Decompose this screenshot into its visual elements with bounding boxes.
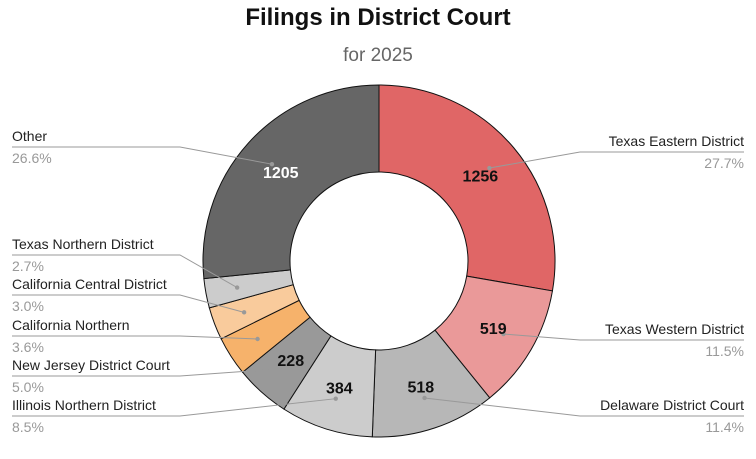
slice-other xyxy=(202,84,380,280)
leader-line-illinois-northern-district xyxy=(12,398,336,417)
legend-percent-illinois-northern-district: 8.5% xyxy=(12,419,44,435)
leader-line-california-northern xyxy=(12,335,258,340)
leader-line-new-jersey-district-court xyxy=(12,368,283,377)
slice-texas-eastern-district xyxy=(378,84,556,292)
value-label-illinois-northern-district: 384 xyxy=(326,380,353,397)
legend-percent-california-central-district: 3.0% xyxy=(12,298,44,314)
value-label-texas-eastern-district: 1256 xyxy=(463,169,499,186)
chart-title: Filings in District Court xyxy=(245,4,511,31)
chart-subtitle: for 2025 xyxy=(343,45,413,66)
value-label-texas-western-district: 519 xyxy=(480,321,507,338)
legend-label-new-jersey-district-court: New Jersey District Court xyxy=(12,357,170,373)
legend-label-texas-eastern-district: Texas Eastern District xyxy=(609,133,744,149)
value-label-new-jersey-district-court: 228 xyxy=(277,353,304,370)
legend-percent-california-northern: 3.6% xyxy=(12,339,44,355)
leader-dot-new-jersey-district-court xyxy=(280,366,286,371)
legend-label-texas-northern-district: Texas Northern District xyxy=(12,236,154,252)
leader-line-delaware-district-court xyxy=(424,397,744,417)
leader-dot-delaware-district-court xyxy=(422,395,427,401)
labels-layer: 1256 Texas Eastern District 27.7% 519 Texas … xyxy=(12,128,744,435)
legend-percent-other: 26.6% xyxy=(12,150,52,166)
leader-lines-layer xyxy=(12,146,744,417)
legend-label-illinois-northern-district: Illinois Northern District xyxy=(12,397,156,413)
leader-line-texas-western-district xyxy=(503,333,744,341)
legend-label-california-central-district: California Central District xyxy=(12,276,167,292)
leader-line-texas-northern-district xyxy=(12,254,238,288)
legend-label-california-northern: California Northern xyxy=(12,317,130,333)
leader-dot-texas-western-district xyxy=(501,331,506,337)
legend-percent-texas-western-district: 11.5% xyxy=(705,343,744,359)
leader-line-california-central-district xyxy=(12,294,245,313)
value-label-other: 1205 xyxy=(263,165,299,182)
leader-line-other xyxy=(12,146,273,165)
legend-percent-texas-northern-district: 2.7% xyxy=(12,258,44,274)
legend-label-other: Other xyxy=(12,128,47,144)
slices-layer xyxy=(202,84,556,438)
legend-label-delaware-district-court: Delaware District Court xyxy=(600,397,744,413)
legend-percent-texas-eastern-district: 27.7% xyxy=(704,155,744,171)
legend-percent-delaware-district-court: 11.4% xyxy=(705,419,744,435)
leader-line-texas-eastern-district xyxy=(489,151,744,169)
legend-percent-new-jersey-district-court: 5.0% xyxy=(12,379,44,395)
legend-label-texas-western-district: Texas Western District xyxy=(605,321,744,337)
value-label-delaware-district-court: 518 xyxy=(407,380,434,397)
